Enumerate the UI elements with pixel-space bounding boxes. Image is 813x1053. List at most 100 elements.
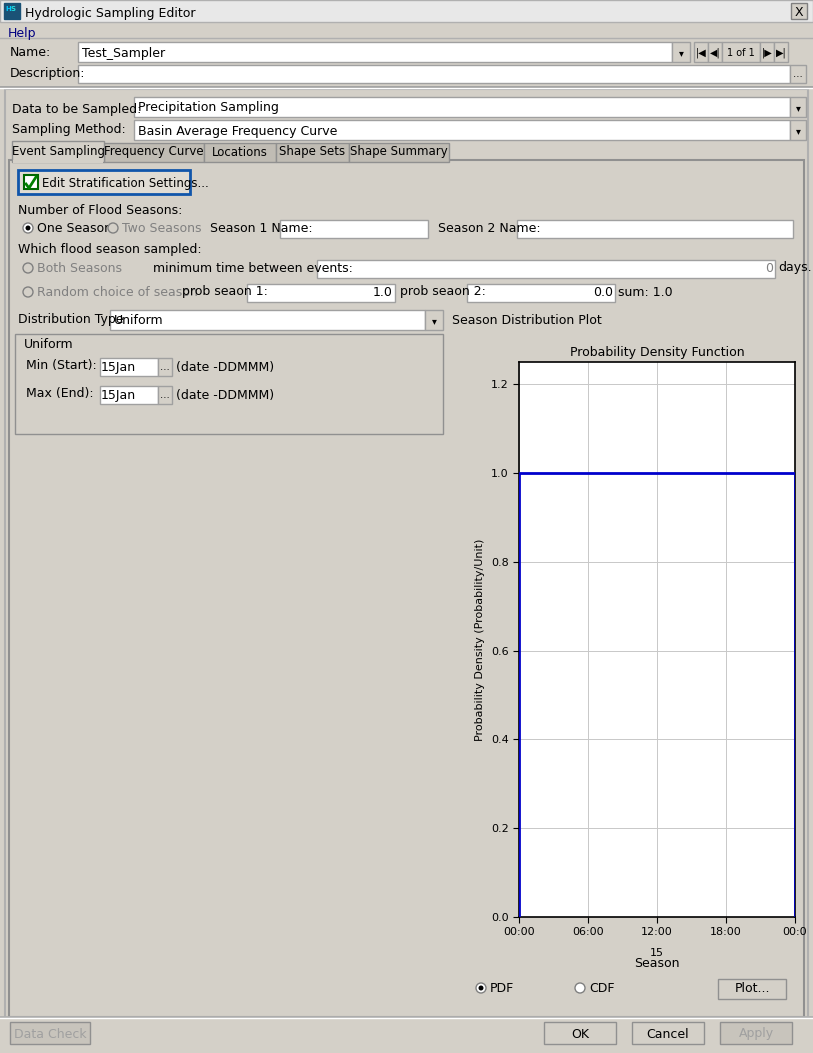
Bar <box>204 143 276 162</box>
Bar <box>12 141 104 162</box>
Text: ▾: ▾ <box>796 126 801 136</box>
Text: Cancel: Cancel <box>646 1028 689 1040</box>
Text: Uniform: Uniform <box>114 315 163 327</box>
Bar <box>722 42 760 62</box>
Text: Test_Sampler: Test_Sampler <box>82 46 165 60</box>
Text: Two Seasons: Two Seasons <box>122 221 202 235</box>
Bar <box>349 143 449 162</box>
Text: One Season: One Season <box>37 221 112 235</box>
Bar <box>100 386 158 404</box>
Text: Max (End):: Max (End): <box>26 388 93 400</box>
Text: Name:: Name: <box>10 45 51 59</box>
Text: 1.0: 1.0 <box>373 285 393 298</box>
Text: prob seaon 1:: prob seaon 1: <box>182 285 267 298</box>
Text: CDF: CDF <box>589 981 615 994</box>
Text: Random choice of season: Random choice of season <box>37 285 198 298</box>
Bar <box>4 3 20 19</box>
Bar <box>158 386 172 404</box>
Bar <box>0 38 813 62</box>
Bar <box>708 42 722 62</box>
Text: Data to be Sampled:: Data to be Sampled: <box>12 102 141 116</box>
Bar <box>5 90 808 1020</box>
Text: 15Jan: 15Jan <box>101 360 136 374</box>
Bar <box>158 358 172 376</box>
Text: Shape Summary: Shape Summary <box>350 145 448 159</box>
Bar <box>247 284 395 302</box>
Text: Hydrologic Sampling Editor: Hydrologic Sampling Editor <box>25 7 195 20</box>
Text: |◀: |◀ <box>696 47 706 58</box>
Bar <box>24 175 38 188</box>
Text: Help: Help <box>8 26 37 40</box>
Bar <box>425 310 443 330</box>
Text: 0: 0 <box>765 261 773 275</box>
X-axis label: Season: Season <box>634 957 680 970</box>
Text: OK: OK <box>571 1028 589 1040</box>
Text: Plot...: Plot... <box>734 982 770 995</box>
Bar <box>9 160 804 1017</box>
Bar <box>0 22 813 38</box>
Bar <box>100 358 158 376</box>
Text: Which flood season sampled:: Which flood season sampled: <box>18 243 202 257</box>
Text: Uniform: Uniform <box>24 338 74 351</box>
Bar <box>694 42 708 62</box>
Bar <box>672 42 690 62</box>
Text: (date -DDMMM): (date -DDMMM) <box>176 360 274 374</box>
Text: 15Jan: 15Jan <box>101 389 136 401</box>
Bar <box>790 120 806 140</box>
Text: …: … <box>793 69 803 79</box>
Text: ▶|: ▶| <box>776 47 786 58</box>
Bar <box>104 143 204 162</box>
Bar <box>18 170 190 194</box>
Circle shape <box>476 984 486 993</box>
Bar <box>0 1017 813 1053</box>
Bar <box>467 284 615 302</box>
Bar <box>276 143 349 162</box>
Bar <box>791 3 807 19</box>
Text: ▾: ▾ <box>432 316 437 326</box>
Text: minimum time between events:: minimum time between events: <box>153 261 353 275</box>
Text: Data Check: Data Check <box>14 1028 86 1040</box>
Text: Sampling Method:: Sampling Method: <box>12 123 126 137</box>
Bar <box>517 220 793 238</box>
Text: ▾: ▾ <box>679 48 684 58</box>
Circle shape <box>23 223 33 233</box>
Text: Season 1 Name:: Season 1 Name: <box>210 221 313 235</box>
Bar <box>110 310 425 330</box>
Bar <box>10 1022 90 1044</box>
Text: Locations: Locations <box>212 145 268 159</box>
Text: Season Distribution Plot: Season Distribution Plot <box>452 314 602 326</box>
Circle shape <box>108 223 118 233</box>
Bar <box>0 0 813 22</box>
Circle shape <box>575 984 585 993</box>
Text: Description:: Description: <box>10 67 85 80</box>
Text: sum: 1.0: sum: 1.0 <box>618 285 672 298</box>
Text: Frequency Curve: Frequency Curve <box>104 145 204 159</box>
Bar <box>632 1022 704 1044</box>
Text: 15: 15 <box>650 948 664 958</box>
Text: ◀|: ◀| <box>710 47 720 58</box>
Text: (date -DDMMM): (date -DDMMM) <box>176 389 274 401</box>
Text: Edit Stratification Settings...: Edit Stratification Settings... <box>42 177 209 190</box>
Bar <box>317 260 775 278</box>
Bar <box>720 1022 792 1044</box>
Text: prob seaon 2:: prob seaon 2: <box>400 285 486 298</box>
Bar <box>718 979 786 999</box>
Bar <box>790 97 806 117</box>
Circle shape <box>479 986 484 991</box>
Text: Both Seasons: Both Seasons <box>37 261 122 275</box>
Bar <box>0 62 813 84</box>
Text: …: … <box>160 390 170 400</box>
Text: S: S <box>10 6 15 12</box>
Title: Probability Density Function: Probability Density Function <box>570 346 745 359</box>
Text: Precipitation Sampling: Precipitation Sampling <box>138 101 279 115</box>
Text: Apply: Apply <box>738 1028 773 1040</box>
Bar <box>790 65 806 83</box>
Bar <box>760 42 774 62</box>
Text: |▶: |▶ <box>762 47 772 58</box>
Text: days.: days. <box>778 261 811 275</box>
Bar <box>15 334 443 434</box>
Text: X: X <box>794 6 803 20</box>
Bar <box>13 160 103 163</box>
Text: 0.0: 0.0 <box>593 285 613 298</box>
Y-axis label: Probability Density (Probability/Unit): Probability Density (Probability/Unit) <box>476 538 485 740</box>
